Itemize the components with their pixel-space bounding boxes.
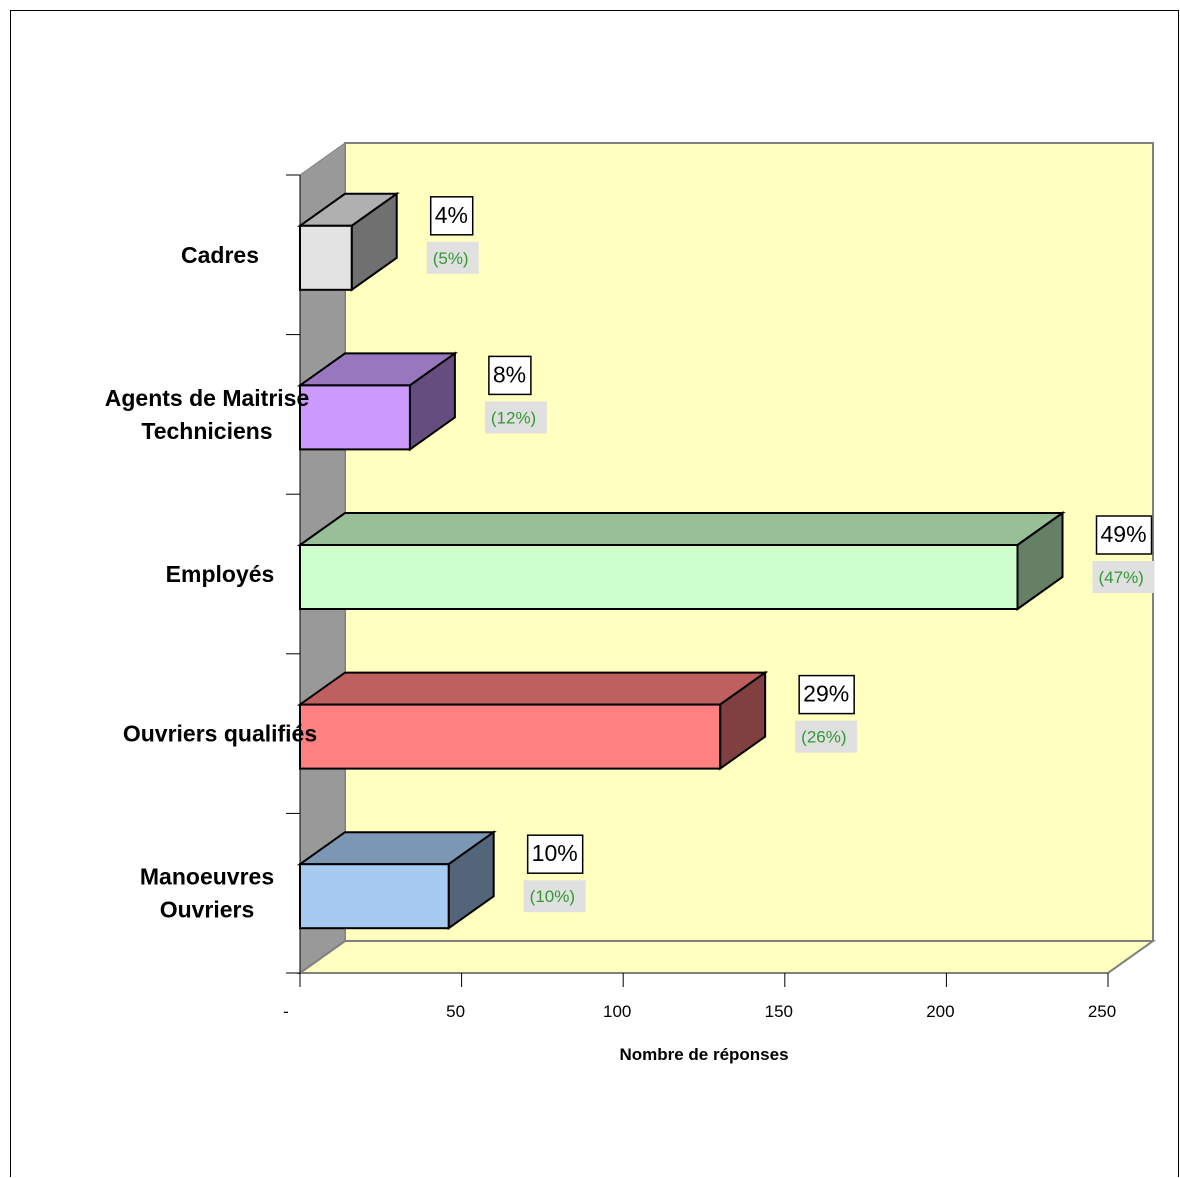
secondary-label-box bbox=[795, 720, 858, 753]
percent-label-box bbox=[429, 196, 474, 236]
bar[interactable] bbox=[299, 544, 1019, 610]
percent-label: 4% bbox=[435, 202, 468, 228]
x-tick-label: 200 bbox=[926, 1002, 954, 1021]
bar[interactable] bbox=[299, 703, 722, 770]
x-tick-label: - bbox=[283, 1002, 289, 1021]
secondary-label: (47%) bbox=[1099, 568, 1144, 587]
x-axis-title: Nombre de réponses bbox=[619, 1045, 788, 1064]
x-tick-label: 100 bbox=[603, 1002, 631, 1021]
bar-top-face bbox=[296, 512, 1066, 546]
x-tick-label: 250 bbox=[1088, 1002, 1116, 1021]
bar-top-face bbox=[296, 671, 769, 706]
secondary-label: (12%) bbox=[491, 408, 536, 427]
chart-frame: - 50 100 150 200 250 Nombre de réponses Cadres 4… bbox=[10, 10, 1179, 1177]
category-label: Ouvriers qualifiés bbox=[123, 721, 317, 747]
secondary-label-box bbox=[523, 880, 586, 913]
percent-label: 10% bbox=[532, 840, 578, 866]
bar[interactable] bbox=[299, 224, 353, 291]
x-tick-label: 150 bbox=[765, 1002, 793, 1021]
secondary-label-box bbox=[1092, 561, 1155, 593]
plot-floor bbox=[296, 940, 1157, 974]
category-label: Employés bbox=[166, 561, 275, 587]
percent-label: 29% bbox=[803, 681, 849, 707]
percent-label-box bbox=[798, 674, 855, 715]
x-tick-label: 50 bbox=[446, 1002, 465, 1021]
secondary-label: (26%) bbox=[801, 728, 846, 747]
percent-label-box bbox=[1095, 515, 1153, 555]
bar[interactable] bbox=[299, 384, 411, 451]
bar-chart: - 50 100 150 200 250 Nombre de réponses Cadres 4… bbox=[105, 142, 1157, 1064]
percent-label: 8% bbox=[493, 361, 526, 387]
percent-label-box bbox=[488, 355, 532, 396]
percent-label: 49% bbox=[1101, 521, 1147, 547]
secondary-label-box bbox=[484, 401, 547, 434]
category-label: Ouvriers bbox=[160, 897, 255, 923]
bar[interactable] bbox=[299, 863, 450, 930]
secondary-label: (10%) bbox=[530, 887, 575, 906]
category-label: Techniciens bbox=[141, 418, 272, 444]
secondary-label-box bbox=[426, 241, 479, 274]
secondary-label: (5%) bbox=[433, 249, 469, 268]
category-label: Cadres bbox=[181, 242, 259, 268]
category-label: Agents de Maitrise bbox=[105, 385, 310, 411]
category-label: Manoeuvres bbox=[140, 864, 274, 890]
percent-label-box bbox=[526, 834, 584, 874]
